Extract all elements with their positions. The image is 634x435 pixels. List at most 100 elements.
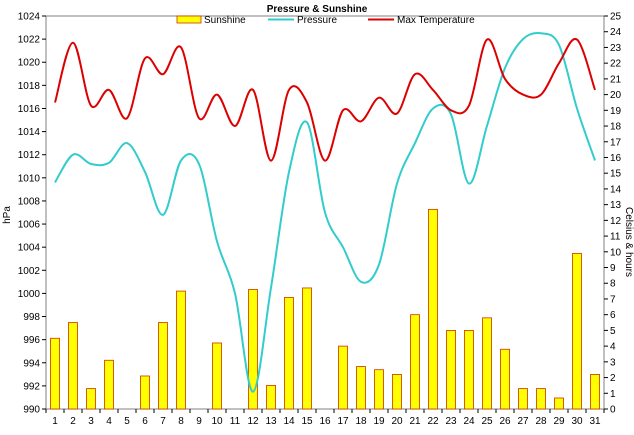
left-tick-label: 990 xyxy=(23,405,40,416)
sunshine-bar xyxy=(446,329,456,410)
sunshine-bar xyxy=(284,296,294,410)
legend-label-sunshine: Sunshine xyxy=(204,15,246,26)
right-tick-label: 2 xyxy=(610,373,616,384)
left-axis-title: hPa xyxy=(2,206,13,224)
sunshine-bar xyxy=(518,388,528,410)
x-tick-label: 25 xyxy=(481,416,493,427)
x-tick-label: 9 xyxy=(196,416,202,427)
right-axis-title: Celsius & hours xyxy=(623,207,634,277)
left-tick-label: 1012 xyxy=(18,150,41,161)
sunshine-bar xyxy=(266,385,276,410)
x-tick-label: 4 xyxy=(106,416,112,427)
right-tick-label: 3 xyxy=(610,357,616,368)
sunshine-bar xyxy=(356,366,366,410)
x-tick-label: 24 xyxy=(463,416,475,427)
legend-label-pressure: Pressure xyxy=(297,15,337,26)
right-tick-label: 12 xyxy=(610,216,622,227)
sunshine-bar xyxy=(302,287,312,410)
x-tick-label: 10 xyxy=(211,416,223,427)
left-tick-label: 1002 xyxy=(18,266,41,277)
sunshine-bar xyxy=(248,289,258,410)
x-tick-label: 27 xyxy=(517,416,529,427)
left-tick-label: 1020 xyxy=(18,58,41,69)
x-tick-label: 22 xyxy=(427,416,439,427)
left-tick-label: 1006 xyxy=(18,220,41,231)
sunshine-bar xyxy=(428,208,438,410)
right-tick-label: 19 xyxy=(610,106,622,117)
left-tick-label: 1008 xyxy=(18,196,41,207)
x-tick-label: 20 xyxy=(391,416,403,427)
right-tick-label: 7 xyxy=(610,294,616,305)
x-tick-label: 29 xyxy=(553,416,565,427)
sunshine-bar xyxy=(68,322,78,410)
right-tick-label: 0 xyxy=(610,405,616,416)
legend-swatch-sunshine xyxy=(176,15,202,24)
x-tick-label: 11 xyxy=(230,416,241,427)
sunshine-bar xyxy=(104,359,114,410)
x-tick-label: 17 xyxy=(337,416,349,427)
x-tick-label: 23 xyxy=(445,416,457,427)
right-tick-label: 9 xyxy=(610,263,616,274)
right-tick-label: 15 xyxy=(610,169,622,180)
sunshine-bar xyxy=(158,322,168,410)
x-tick-label: 26 xyxy=(499,416,511,427)
sunshine-bar xyxy=(410,314,420,410)
sunshine-bar xyxy=(212,342,222,410)
sunshine-bar xyxy=(338,345,348,410)
right-tick-label: 6 xyxy=(610,310,616,321)
right-tick-label: 25 xyxy=(610,12,622,23)
right-tick-label: 21 xyxy=(610,74,622,85)
sunshine-bar xyxy=(374,369,384,410)
x-tick-label: 18 xyxy=(355,416,367,427)
sunshine-bar xyxy=(536,388,546,410)
x-tick-label: 31 xyxy=(589,416,601,427)
right-tick-label: 24 xyxy=(610,27,622,38)
left-tick-label: 1000 xyxy=(18,289,41,300)
right-tick-label: 4 xyxy=(610,342,616,353)
sunshine-bar xyxy=(590,374,600,410)
x-tick-label: 1 xyxy=(52,416,58,427)
left-tick-label: 996 xyxy=(23,335,40,346)
x-tick-label: 7 xyxy=(160,416,166,427)
left-tick-label: 992 xyxy=(23,381,40,392)
x-tick-label: 19 xyxy=(373,416,385,427)
right-tick-label: 22 xyxy=(610,59,622,70)
sunshine-bar xyxy=(176,290,186,410)
plot-frame xyxy=(45,15,605,410)
chart-title: Pressure & Sunshine xyxy=(267,4,368,15)
sunshine-bar xyxy=(50,337,60,410)
legend-label-max-temperature: Max Temperature xyxy=(397,15,475,26)
x-tick-label: 6 xyxy=(142,416,148,427)
legend: Sunshine Pressure Max Temperature xyxy=(176,15,475,26)
sunshine-bar xyxy=(554,397,564,410)
left-tick-label: 1022 xyxy=(18,35,41,46)
sunshine-bar xyxy=(482,317,492,410)
sunshine-bar xyxy=(140,375,150,410)
left-tick-label: 1010 xyxy=(18,173,41,184)
sunshine-bar xyxy=(86,388,96,410)
x-tick-label: 21 xyxy=(409,416,421,427)
right-tick-label: 8 xyxy=(610,279,616,290)
right-tick-label: 18 xyxy=(610,122,622,133)
sunshine-bar xyxy=(500,348,510,410)
left-tick-label: 994 xyxy=(23,358,40,369)
right-tick-label: 17 xyxy=(610,137,622,148)
right-tick-label: 23 xyxy=(610,43,622,54)
x-tick-label: 12 xyxy=(247,416,259,427)
x-tick-label: 3 xyxy=(88,416,94,427)
x-tick-label: 30 xyxy=(571,416,583,427)
right-tick-label: 1 xyxy=(610,389,616,400)
right-tick-label: 5 xyxy=(610,326,616,337)
right-tick-label: 10 xyxy=(610,247,622,258)
x-tick-label: 14 xyxy=(283,416,295,427)
left-tick-label: 1018 xyxy=(18,81,41,92)
x-tick-label: 13 xyxy=(265,416,277,427)
x-tick-label: 15 xyxy=(301,416,313,427)
left-tick-label: 1014 xyxy=(18,127,41,138)
left-tick-label: 1016 xyxy=(18,104,41,115)
left-tick-label: 1024 xyxy=(18,12,41,23)
sunshine-bar xyxy=(464,329,474,410)
plot-area: 9909929949969981000100210041006100810101… xyxy=(18,12,622,428)
